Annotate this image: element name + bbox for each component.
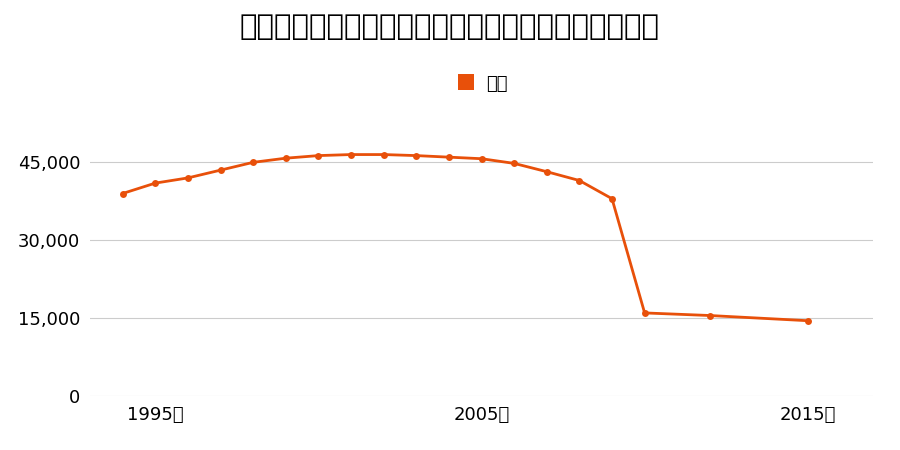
価格 xyxy=(411,153,422,158)
価格 xyxy=(607,196,617,202)
価格 xyxy=(215,167,226,173)
価格 xyxy=(150,180,161,186)
価格 xyxy=(705,313,716,318)
価格 xyxy=(248,160,258,165)
価格 xyxy=(378,152,389,157)
価格 xyxy=(183,175,194,180)
価格 xyxy=(542,169,553,175)
価格 xyxy=(803,318,814,324)
価格 xyxy=(476,156,487,162)
価格 xyxy=(444,154,454,160)
Legend: 価格: 価格 xyxy=(448,68,515,100)
Text: 青森県青森市大字安田字近野２５５番２９の地価推移: 青森県青森市大字安田字近野２５５番２９の地価推移 xyxy=(240,14,660,41)
価格 xyxy=(508,161,519,166)
Line: 価格: 価格 xyxy=(119,151,811,324)
価格 xyxy=(281,156,292,161)
価格 xyxy=(639,310,650,315)
価格 xyxy=(574,178,585,183)
価格 xyxy=(313,153,324,158)
価格 xyxy=(117,191,128,196)
価格 xyxy=(346,152,356,157)
